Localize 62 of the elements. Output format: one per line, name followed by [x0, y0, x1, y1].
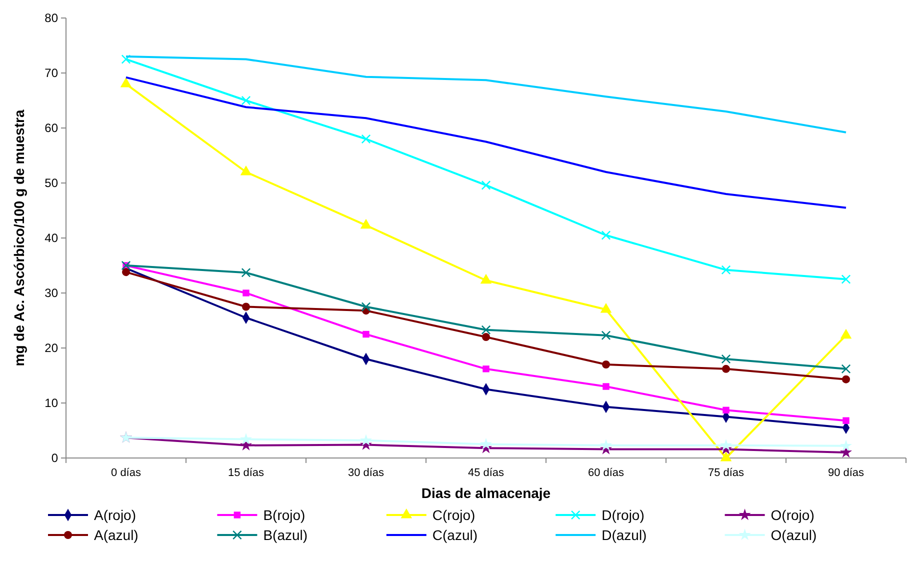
y-axis-title: mg de Ac. Ascórbico/100 g de muestra	[11, 110, 27, 366]
point	[242, 290, 250, 296]
point	[720, 451, 732, 462]
legend-label: B(rojo)	[263, 506, 306, 523]
y-tick-label: 50	[44, 176, 58, 190]
y-tick-label: 0	[51, 451, 58, 466]
point	[482, 366, 490, 372]
point	[720, 439, 732, 450]
point	[481, 325, 491, 335]
point	[602, 360, 610, 368]
x-axis-title: Dias de almacenaje	[421, 485, 551, 501]
x-tick-label: 90 días	[828, 467, 865, 479]
point	[840, 328, 852, 339]
point	[722, 406, 730, 414]
point	[122, 268, 130, 276]
point	[842, 375, 850, 384]
x-tick-label: 30 días	[348, 467, 385, 479]
point	[240, 432, 252, 444]
point	[600, 439, 612, 450]
line-series	[125, 56, 847, 134]
legend-label: D(azul)	[602, 526, 647, 543]
point	[361, 302, 371, 312]
point	[602, 383, 610, 390]
point	[601, 330, 611, 340]
y-tick-label: 10	[44, 396, 58, 410]
legend-label: O(azul)	[770, 526, 817, 543]
legend-label: O(rojo)	[770, 506, 814, 523]
legend-label: B(azul)	[263, 526, 308, 543]
point	[721, 265, 731, 275]
legend-label: D(rojo)	[602, 506, 644, 523]
point	[841, 364, 851, 374]
x-tick-label: 75 días	[708, 467, 745, 479]
y-tick-label: 70	[44, 66, 58, 80]
y-tick-label: 20	[44, 341, 58, 356]
point	[121, 54, 131, 64]
point	[242, 302, 250, 311]
y-tick-label: 30	[44, 286, 58, 300]
point	[601, 230, 611, 240]
y-tick-label: 80	[44, 11, 58, 26]
y-tick-label: 60	[44, 121, 58, 136]
legend-label: C(rojo)	[432, 506, 476, 523]
point	[482, 333, 490, 341]
point	[362, 330, 370, 338]
point	[360, 434, 372, 446]
point	[721, 354, 731, 364]
point	[480, 438, 492, 450]
legend-label: A(rojo)	[94, 506, 136, 523]
point	[241, 268, 251, 278]
x-tick-label: 60 días	[588, 467, 625, 479]
legend-label: A(azul)	[94, 526, 138, 543]
x-tick-label: 45 días	[468, 467, 505, 479]
point	[840, 440, 852, 452]
point	[842, 417, 850, 424]
x-tick-label: 15 días	[228, 467, 265, 479]
point	[361, 134, 371, 144]
point	[481, 180, 491, 190]
point	[841, 274, 851, 284]
legend-label: C(azul)	[432, 526, 478, 543]
y-tick-label: 40	[44, 231, 58, 246]
x-tick-label: 0 días	[111, 467, 142, 479]
point	[722, 364, 730, 373]
point	[241, 96, 251, 106]
